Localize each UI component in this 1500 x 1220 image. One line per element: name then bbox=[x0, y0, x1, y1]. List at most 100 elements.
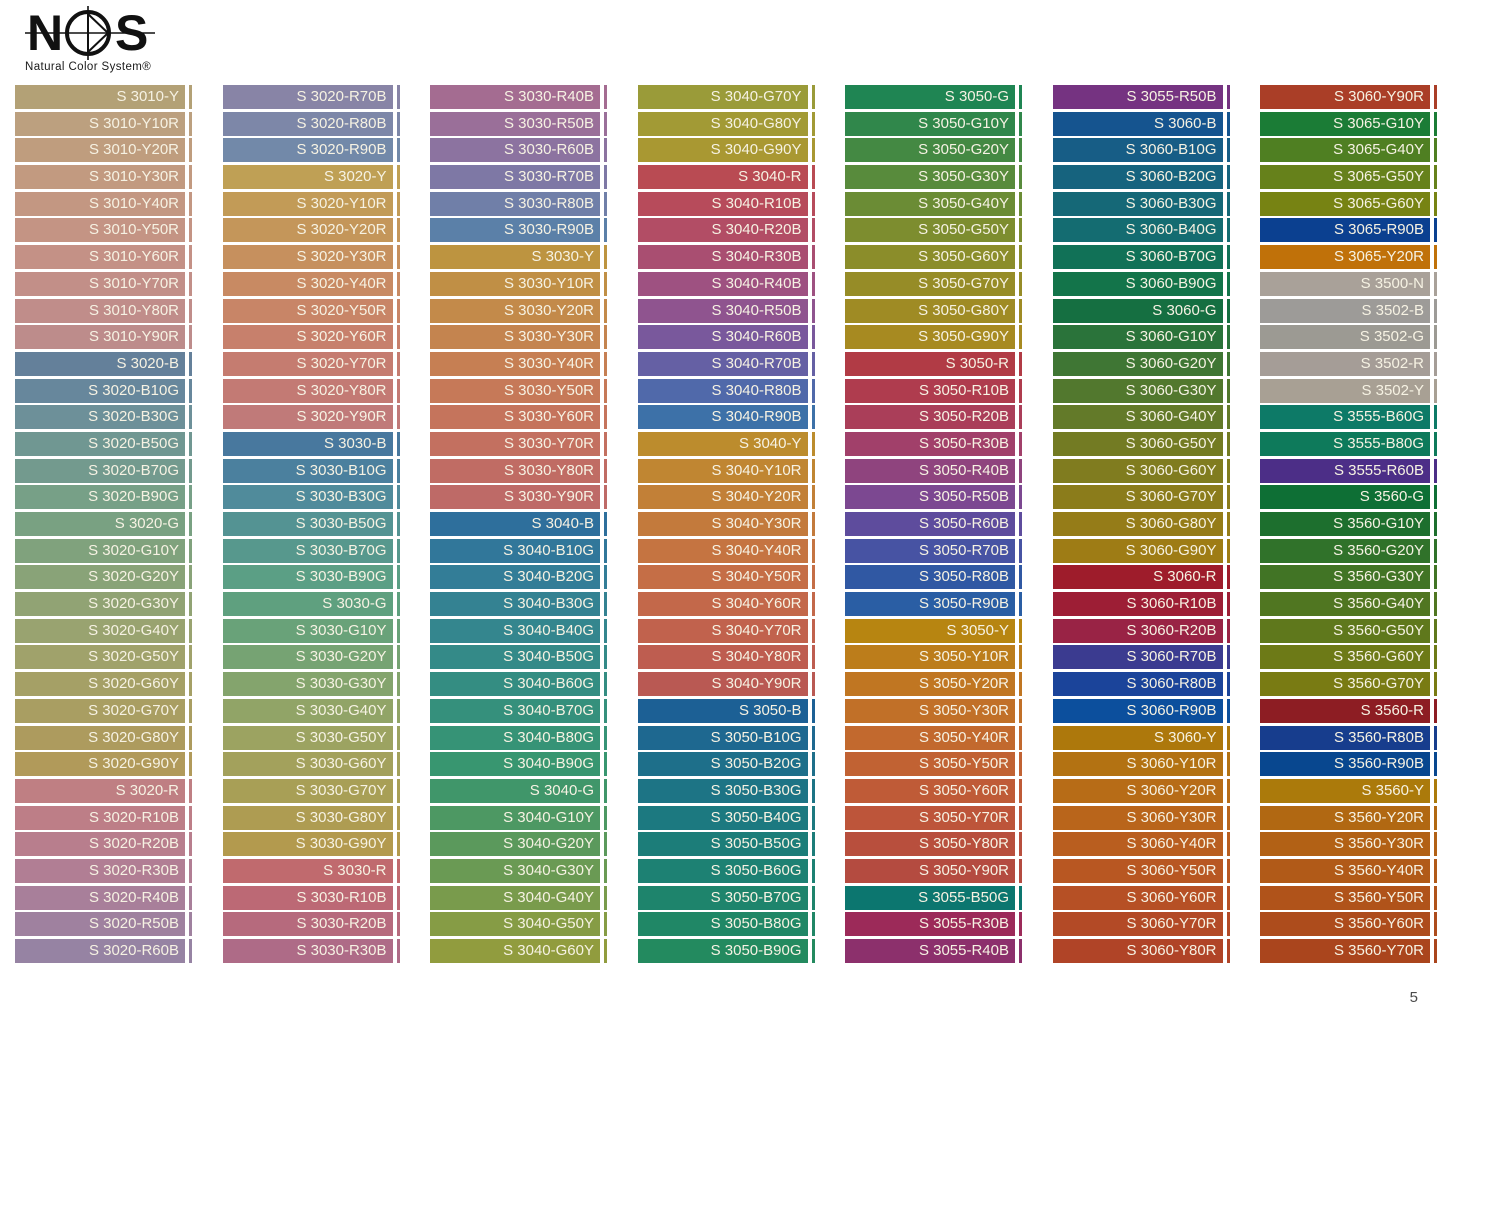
swatch-label: S 3050-R bbox=[945, 354, 1009, 372]
color-swatch: S 3040-Y60R bbox=[637, 592, 815, 617]
color-swatch: S 3502-G bbox=[1260, 325, 1437, 350]
swatch-label: S 3010-Y60R bbox=[88, 248, 179, 266]
swatch-label: S 3040-G90Y bbox=[710, 141, 802, 159]
color-swatch: S 3502-B bbox=[1260, 298, 1437, 323]
swatch-label: S 3010-Y40R bbox=[88, 194, 179, 212]
swatch-label: S 3502-Y bbox=[1361, 381, 1424, 399]
swatch-label: S 3050-Y20R bbox=[918, 675, 1009, 693]
color-swatch: S 3010-Y30R bbox=[15, 165, 192, 190]
swatch-label: S 3560-Y bbox=[1361, 781, 1424, 799]
color-swatch: S 3560-G60Y bbox=[1260, 645, 1437, 670]
swatch-label: S 3020-R60B bbox=[88, 942, 179, 959]
swatch-label: S 3030-G10Y bbox=[295, 621, 387, 639]
swatch-label: S 3050-Y10R bbox=[918, 648, 1009, 666]
color-swatch: S 3030-G10Y bbox=[222, 618, 400, 643]
swatch-label: S 3020-R40B bbox=[88, 888, 179, 906]
swatch-label: S 3040-Y90R bbox=[711, 675, 802, 693]
color-swatch: S 3060-R bbox=[1052, 565, 1230, 590]
swatch-label: S 3040-R70B bbox=[711, 354, 802, 372]
color-swatch: S 3020-B bbox=[15, 351, 192, 376]
swatch-label: S 3560-R80B bbox=[1333, 728, 1424, 746]
color-swatch: S 3560-G70Y bbox=[1260, 672, 1437, 697]
color-swatch: S 3040-B80G bbox=[430, 725, 607, 750]
color-swatch: S 3040-B40G bbox=[430, 618, 607, 643]
swatch-label: S 3050-B10G bbox=[710, 728, 802, 746]
swatch-label: S 3502-G bbox=[1359, 328, 1424, 346]
swatch-label: S 3020-G10Y bbox=[88, 541, 179, 559]
swatch-label: S 3060-R70B bbox=[1126, 648, 1217, 666]
color-swatch: S 3020-B50G bbox=[15, 431, 192, 456]
color-swatch: S 3020-Y30R bbox=[222, 245, 400, 270]
swatch-label: S 3060-G10Y bbox=[1125, 328, 1217, 346]
swatch-label: S 3055-R50B bbox=[1126, 88, 1217, 105]
swatch-label: S 3030-R10B bbox=[296, 888, 387, 906]
swatch-label: S 3040-R40B bbox=[711, 274, 802, 292]
color-swatch: S 3502-R bbox=[1260, 351, 1437, 376]
color-swatch: S 3050-G50Y bbox=[845, 218, 1022, 243]
swatch-label: S 3030-R20B bbox=[296, 915, 387, 933]
swatch-label: S 3555-B80G bbox=[1333, 434, 1424, 452]
color-swatch: S 3060-G50Y bbox=[1052, 431, 1230, 456]
color-swatch: S 3020-Y20R bbox=[222, 218, 400, 243]
swatch-label: S 3040-B40G bbox=[503, 621, 594, 639]
swatch-label: S 3010-Y10R bbox=[88, 114, 179, 132]
color-swatch: S 3030-R60B bbox=[430, 138, 607, 163]
color-swatch: S 3560-Y60R bbox=[1260, 912, 1437, 937]
color-swatch: S 3020-B10G bbox=[15, 378, 192, 403]
color-swatch: S 3560-Y70R bbox=[1260, 939, 1437, 963]
color-swatch: S 3010-Y70R bbox=[15, 271, 192, 296]
swatch-label: S 3030-G90Y bbox=[295, 835, 387, 853]
swatch-label: S 3500-N bbox=[1360, 274, 1424, 292]
color-swatch: S 3050-Y70R bbox=[845, 805, 1022, 830]
color-swatch: S 3060-B40G bbox=[1052, 218, 1230, 243]
swatch-label: S 3020-G90Y bbox=[88, 755, 179, 773]
color-swatch: S 3060-B90G bbox=[1052, 271, 1230, 296]
color-swatch: S 3560-R90B bbox=[1260, 752, 1437, 777]
color-swatch: S 3060-G90Y bbox=[1052, 538, 1230, 563]
color-swatch: S 3030-G70Y bbox=[222, 778, 400, 803]
color-swatch: S 3050-G20Y bbox=[845, 138, 1022, 163]
color-swatch: S 3060-R70B bbox=[1052, 645, 1230, 670]
color-swatch: S 3030-G40Y bbox=[222, 698, 400, 723]
swatch-label: S 3020-B10G bbox=[88, 381, 179, 399]
swatch-label: S 3020-G30Y bbox=[88, 595, 179, 613]
color-swatch: S 3060-G80Y bbox=[1052, 512, 1230, 536]
swatch-label: S 3560-Y20R bbox=[1333, 808, 1424, 826]
swatch-label: S 3020-Y20R bbox=[296, 221, 387, 239]
swatch-label: S 3060-G80Y bbox=[1125, 515, 1217, 532]
color-swatch: S 3030-G50Y bbox=[222, 725, 400, 750]
color-swatch: S 3030-R bbox=[222, 858, 400, 883]
color-swatch: S 3040-G70Y bbox=[637, 85, 815, 109]
swatch-label: S 3050-G bbox=[944, 88, 1009, 105]
swatch-label: S 3060-Y bbox=[1153, 728, 1217, 746]
swatch-label: S 3560-Y30R bbox=[1333, 835, 1424, 853]
color-swatch: S 3050-R80B bbox=[845, 565, 1022, 590]
swatch-label: S 3030-B bbox=[323, 434, 387, 452]
color-swatch: S 3020-R40B bbox=[15, 885, 192, 910]
color-swatch: S 3560-Y20R bbox=[1260, 805, 1437, 830]
color-swatch: S 3560-Y40R bbox=[1260, 858, 1437, 883]
swatch-label: S 3020-G50Y bbox=[88, 648, 179, 666]
color-swatch: S 3060-G30Y bbox=[1052, 378, 1230, 403]
color-swatch: S 3050-G80Y bbox=[845, 298, 1022, 323]
color-swatch: S 3030-Y90R bbox=[430, 485, 607, 510]
color-swatch: S 3060-B bbox=[1052, 111, 1230, 136]
swatch-label: S 3040-Y40R bbox=[711, 541, 802, 559]
swatch-column: S 3010-Y S 3010-Y10R S 3010-Y20R S 3010-Y30… bbox=[15, 85, 192, 966]
color-swatch: S 3560-G20Y bbox=[1260, 538, 1437, 563]
color-swatch: S 3560-G30Y bbox=[1260, 565, 1437, 590]
color-swatch: S 3050-Y bbox=[845, 618, 1022, 643]
svg-text:S: S bbox=[115, 6, 148, 60]
color-swatch: S 3060-Y10R bbox=[1052, 752, 1230, 777]
swatch-label: S 3040-B20G bbox=[503, 568, 594, 586]
color-swatch: S 3020-Y40R bbox=[222, 271, 400, 296]
color-swatch: S 3050-B50G bbox=[637, 832, 815, 857]
color-swatch: S 3040-B20G bbox=[430, 565, 607, 590]
swatch-label: S 3030-B10G bbox=[295, 461, 387, 479]
color-swatch: S 3040-G30Y bbox=[430, 858, 607, 883]
swatch-label: S 3030-R60B bbox=[503, 141, 594, 159]
color-swatch: S 3040-B60G bbox=[430, 672, 607, 697]
color-swatch: S 3040-G80Y bbox=[637, 111, 815, 136]
color-swatch: S 3030-R30B bbox=[222, 939, 400, 963]
swatch-label: S 3050-B30G bbox=[710, 781, 802, 799]
